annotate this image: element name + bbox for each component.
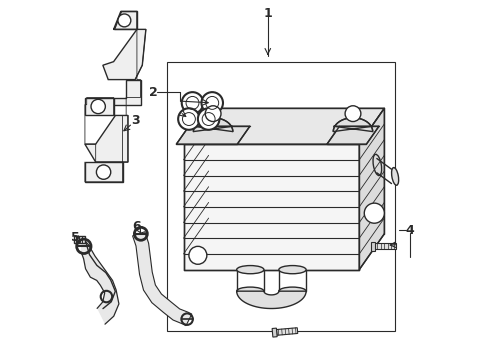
Circle shape bbox=[364, 203, 384, 223]
Circle shape bbox=[205, 106, 221, 122]
Circle shape bbox=[201, 92, 223, 114]
Text: 5: 5 bbox=[71, 231, 80, 244]
Polygon shape bbox=[183, 144, 359, 270]
Circle shape bbox=[345, 106, 360, 122]
Circle shape bbox=[96, 165, 110, 179]
Circle shape bbox=[91, 99, 105, 114]
Polygon shape bbox=[326, 126, 378, 144]
Circle shape bbox=[198, 108, 219, 130]
Polygon shape bbox=[271, 328, 277, 337]
Polygon shape bbox=[74, 235, 85, 243]
Polygon shape bbox=[359, 108, 384, 270]
Text: 2: 2 bbox=[148, 86, 157, 99]
Text: 3: 3 bbox=[131, 114, 139, 127]
Polygon shape bbox=[375, 243, 395, 249]
Polygon shape bbox=[132, 232, 191, 326]
Polygon shape bbox=[333, 118, 372, 132]
Circle shape bbox=[182, 92, 203, 114]
Circle shape bbox=[118, 14, 131, 27]
Polygon shape bbox=[86, 80, 140, 105]
Polygon shape bbox=[183, 108, 384, 144]
Polygon shape bbox=[193, 118, 232, 132]
Ellipse shape bbox=[278, 287, 305, 295]
Ellipse shape bbox=[236, 287, 264, 295]
Polygon shape bbox=[81, 238, 119, 324]
Text: 1: 1 bbox=[263, 7, 272, 20]
Polygon shape bbox=[276, 328, 297, 335]
Text: 4: 4 bbox=[405, 224, 414, 237]
Polygon shape bbox=[176, 126, 249, 144]
Ellipse shape bbox=[391, 167, 398, 185]
Polygon shape bbox=[102, 30, 145, 80]
Ellipse shape bbox=[236, 266, 264, 274]
Bar bbox=[167, 62, 394, 330]
Polygon shape bbox=[85, 162, 122, 182]
Circle shape bbox=[188, 246, 206, 264]
Polygon shape bbox=[236, 291, 305, 309]
Polygon shape bbox=[85, 98, 113, 116]
Text: 6: 6 bbox=[132, 220, 141, 233]
Circle shape bbox=[178, 108, 199, 130]
Polygon shape bbox=[113, 12, 137, 30]
Polygon shape bbox=[370, 242, 375, 251]
Ellipse shape bbox=[278, 266, 305, 274]
Polygon shape bbox=[85, 116, 128, 162]
